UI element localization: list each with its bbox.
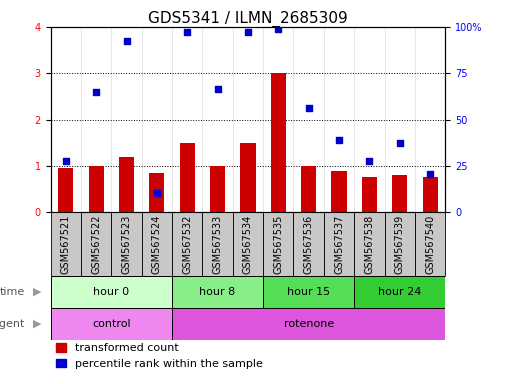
Text: hour 15: hour 15 [286,287,330,297]
Bar [172,212,202,276]
Bar [172,308,444,339]
Bar [88,166,104,212]
Bar [179,143,194,212]
Point [243,28,251,35]
Bar [58,168,73,212]
Bar [50,276,172,308]
Text: hour 24: hour 24 [377,287,421,297]
Text: GSM567523: GSM567523 [121,214,131,274]
Text: time: time [0,287,25,297]
Bar [331,170,346,212]
Bar [111,212,141,276]
Text: GSM567535: GSM567535 [273,214,283,274]
Point [425,171,433,177]
Text: ▶: ▶ [32,319,41,329]
Point [304,105,312,111]
Bar [414,212,444,276]
Point [213,86,221,93]
Text: GSM567539: GSM567539 [394,214,404,274]
Bar [50,212,81,276]
Legend: transformed count, percentile rank within the sample: transformed count, percentile rank withi… [52,339,267,373]
Bar [232,212,263,276]
Text: hour 0: hour 0 [93,287,129,297]
Bar [263,276,354,308]
Bar [354,276,444,308]
Bar [270,73,285,212]
Text: ▶: ▶ [32,287,41,297]
Bar [50,308,172,339]
Text: GSM567534: GSM567534 [242,214,252,274]
Point [92,89,100,95]
Bar [384,212,414,276]
Bar [172,276,263,308]
Bar [81,212,111,276]
Title: GDS5341 / ILMN_2685309: GDS5341 / ILMN_2685309 [148,11,347,27]
Point [395,140,403,146]
Bar [119,157,134,212]
Point [153,190,161,196]
Text: GSM567522: GSM567522 [91,214,101,274]
Point [183,28,191,35]
Text: GSM567532: GSM567532 [182,214,192,274]
Text: GSM567540: GSM567540 [424,214,434,274]
Bar [300,166,316,212]
Bar [240,143,255,212]
Bar [210,166,225,212]
Bar [141,212,172,276]
Bar [293,212,323,276]
Text: GSM567524: GSM567524 [152,214,162,274]
Point [122,38,130,44]
Bar [422,177,437,212]
Text: GSM567538: GSM567538 [364,214,374,274]
Point [62,158,70,164]
Bar [354,212,384,276]
Point [365,158,373,164]
Bar [323,212,353,276]
Bar [361,177,376,212]
Point [334,137,342,144]
Text: control: control [92,319,130,329]
Text: GSM567521: GSM567521 [61,214,71,274]
Text: GSM567533: GSM567533 [212,214,222,274]
Point [274,26,282,32]
Text: GSM567536: GSM567536 [303,214,313,274]
Text: agent: agent [0,319,25,329]
Text: hour 8: hour 8 [199,287,235,297]
Text: GSM567537: GSM567537 [333,214,343,274]
Bar [149,173,164,212]
Text: rotenone: rotenone [283,319,333,329]
Bar [263,212,293,276]
Bar [202,212,232,276]
Bar [391,175,407,212]
